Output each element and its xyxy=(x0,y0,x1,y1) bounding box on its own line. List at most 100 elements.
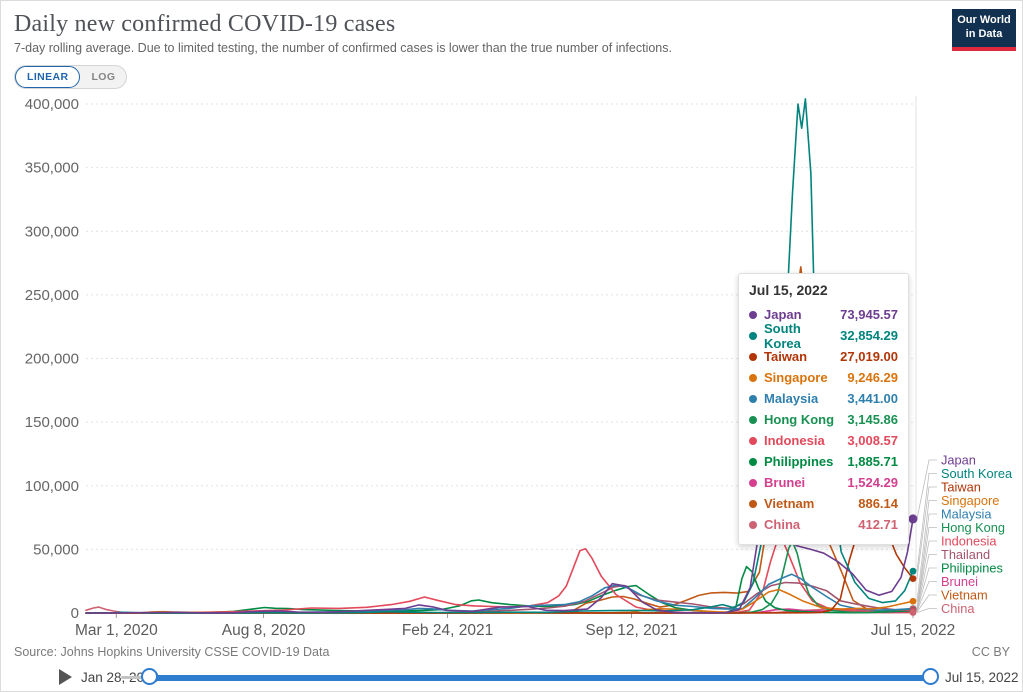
tooltip-row: Indonesia 3,008.57 xyxy=(749,430,898,451)
tooltip-row: South Korea 32,854.29 xyxy=(749,321,898,351)
legend-connector xyxy=(916,608,937,613)
timeline-start-handle[interactable] xyxy=(141,668,158,685)
tooltip-country-name: Malaysia xyxy=(764,391,819,406)
owid-logo-line2: in Data xyxy=(965,28,1003,40)
y-tick-label: 350,000 xyxy=(25,160,79,177)
legend-label-south-korea[interactable]: South Korea xyxy=(941,466,1013,481)
y-tick-label: 250,000 xyxy=(25,287,79,304)
tooltip-row: Vietnam 886.14 xyxy=(749,493,898,514)
tooltip-row: Taiwan 27,019.00 xyxy=(749,346,898,367)
tooltip-row: Brunei 1,524.29 xyxy=(749,472,898,493)
tooltip-country-value: 1,524.29 xyxy=(847,475,898,490)
tooltip-country-value: 32,854.29 xyxy=(840,328,898,343)
series-color-dot xyxy=(749,331,757,340)
scale-toggle: LINEAR LOG xyxy=(14,65,128,89)
legend-connector xyxy=(916,513,937,609)
end-dot-china xyxy=(909,609,917,616)
timeline: Jan 28, 2020 Jul 15, 2022 xyxy=(1,664,1022,691)
linear-button[interactable]: LINEAR xyxy=(15,66,81,88)
series-lines xyxy=(85,98,914,614)
legend-connector xyxy=(916,459,937,519)
tooltip-rows: Japan 73,945.57 South Korea 32,854.29 Taiwan… xyxy=(749,304,898,535)
series-color-dot xyxy=(749,394,757,403)
end-dot-singapore xyxy=(909,597,917,605)
series-color-dot xyxy=(749,499,757,508)
log-button[interactable]: LOG xyxy=(91,71,116,83)
tooltip-country-value: 27,019.00 xyxy=(840,349,898,364)
tooltip-row: Philippines 1,885.71 xyxy=(749,451,898,472)
source-text: Source: Johns Hopkins University CSSE CO… xyxy=(14,645,330,659)
play-icon[interactable] xyxy=(59,669,72,685)
timeline-start-label: Jan 28, 2020 xyxy=(81,670,160,685)
tooltip-row: Japan 73,945.57 xyxy=(749,304,898,325)
legend-connector xyxy=(916,554,937,611)
tooltip-country-value: 3,441.00 xyxy=(847,391,898,406)
tooltip-country-name: Brunei xyxy=(764,475,806,490)
series-color-dot xyxy=(749,352,757,361)
license-link[interactable]: CC BY xyxy=(971,645,1010,659)
legend-connector xyxy=(916,581,937,612)
timeline-end-label: Jul 15, 2022 xyxy=(945,670,1019,685)
legend-connector xyxy=(916,500,937,602)
end-dot-south-korea xyxy=(909,567,917,575)
x-tick-label: Sep 12, 2021 xyxy=(585,622,677,639)
legend-label-china[interactable]: China xyxy=(941,601,975,616)
timeline-end-handle[interactable] xyxy=(922,668,939,685)
y-tick-label: 150,000 xyxy=(25,414,79,431)
tooltip-country-value: 3,145.86 xyxy=(847,412,898,427)
series-color-dot xyxy=(749,373,757,382)
series-line-hong-kong[interactable] xyxy=(85,540,914,614)
tooltip-date: Jul 15, 2022 xyxy=(749,282,828,298)
tooltip-country-value: 1,885.71 xyxy=(847,454,898,469)
series-color-dot xyxy=(749,478,757,487)
tooltip-country-name: Hong Kong xyxy=(764,412,835,427)
legend-connector xyxy=(916,540,937,610)
timeline-track-active[interactable] xyxy=(147,675,931,681)
legend-label-malaysia[interactable]: Malaysia xyxy=(941,507,992,522)
series-line-japan[interactable] xyxy=(85,490,914,614)
tooltip-country-name: South Korea xyxy=(764,320,801,351)
tooltip-country-name: Singapore xyxy=(764,370,828,385)
series-color-dot xyxy=(749,415,757,424)
x-tick-label: Aug 8, 2020 xyxy=(222,622,306,639)
tooltip-country-name: Taiwan xyxy=(764,349,808,364)
tooltip-row: China 412.71 xyxy=(749,514,898,535)
y-tick-label: 0 xyxy=(71,605,79,622)
tooltip-country-name: Indonesia xyxy=(764,433,825,448)
tooltip-country-value: 886.14 xyxy=(858,496,898,511)
legend-label-japan[interactable]: Japan xyxy=(941,453,976,468)
timeline-track-inactive[interactable] xyxy=(121,676,149,679)
legend-label-taiwan[interactable]: Taiwan xyxy=(941,480,981,495)
chart-subtitle: 7-day rolling average. Due to limited te… xyxy=(14,41,672,55)
legend-connector xyxy=(916,527,937,610)
owid-logo: Our World in Data xyxy=(952,9,1016,51)
y-tick-label: 100,000 xyxy=(25,478,79,495)
legend-label-singapore[interactable]: Singapore xyxy=(941,493,999,508)
tooltip-country-name: Philippines xyxy=(764,454,834,469)
chart-tooltip: Jul 15, 2022 Japan 73,945.57 South Korea 32… xyxy=(738,273,909,545)
x-tick-label: Feb 24, 2021 xyxy=(402,622,493,639)
legend-label-philippines[interactable]: Philippines xyxy=(941,561,1003,576)
chart-canvas[interactable]: 0 50,000 100,000 150,000 200,000 250,000 300,0… xyxy=(1,1,1023,661)
series-color-dot xyxy=(749,310,757,319)
series-color-dot xyxy=(749,436,757,445)
legend-label-brunei[interactable]: Brunei xyxy=(941,574,978,589)
tooltip-row: Singapore 9,246.29 xyxy=(749,367,898,388)
series-color-dot xyxy=(749,457,757,466)
series-line-indonesia[interactable] xyxy=(85,538,914,614)
tooltip-row: Malaysia 3,441.00 xyxy=(749,388,898,409)
legend-connector xyxy=(916,567,937,611)
legend-label-thailand[interactable]: Thailand xyxy=(941,547,990,562)
legend-label-hong-kong[interactable]: Hong Kong xyxy=(941,520,1005,535)
tooltip-country-value: 9,246.29 xyxy=(847,370,898,385)
legend-connector xyxy=(916,473,937,572)
tooltip-row: Hong Kong 3,145.86 xyxy=(749,409,898,430)
series-color-dot xyxy=(749,520,757,529)
axes: 0 50,000 100,000 150,000 200,000 250,000 300,0… xyxy=(25,96,955,639)
legend-label-indonesia[interactable]: Indonesia xyxy=(941,534,997,549)
end-dot-japan xyxy=(908,514,918,524)
legend-label-vietnam[interactable]: Vietnam xyxy=(941,588,988,603)
legend-connector xyxy=(916,594,937,613)
